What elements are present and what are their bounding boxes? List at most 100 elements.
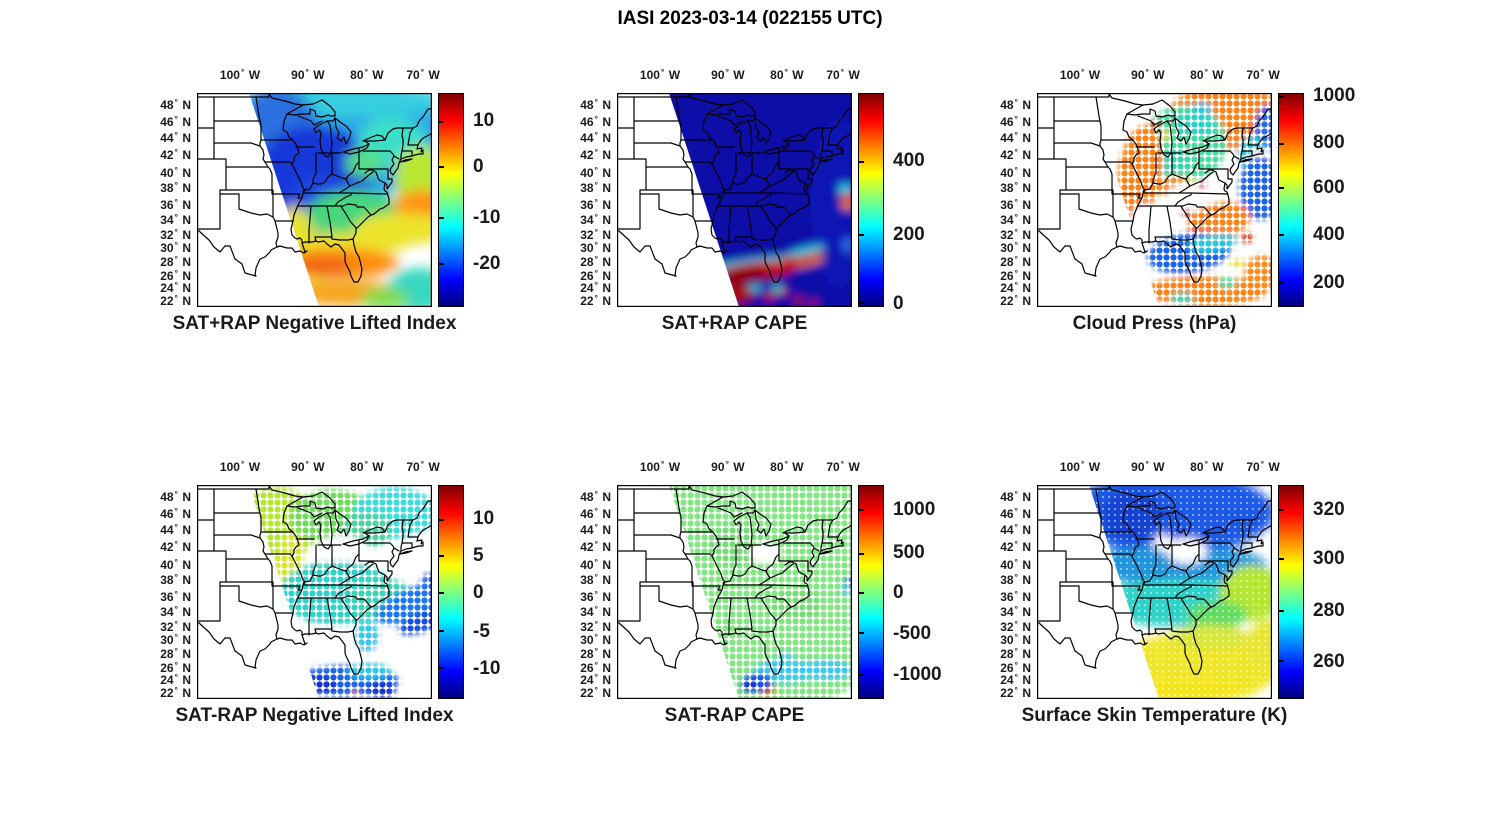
lat-tick-label: 22° N xyxy=(580,685,611,700)
colorbar-tick-label: 320 xyxy=(1313,498,1345,520)
lat-tick-label: 42° N xyxy=(1000,538,1031,554)
panel-title-surface-skin-temperature: Surface Skin Temperature (K) xyxy=(1021,705,1288,726)
lat-tick-label: 28° N xyxy=(160,253,191,269)
lat-tick-label: 44° N xyxy=(580,130,611,146)
colorbar-tick-label: 0 xyxy=(893,582,904,604)
lat-tick-label: 46° N xyxy=(1000,114,1031,130)
data-blob xyxy=(1187,202,1251,240)
data-blob xyxy=(368,682,396,698)
lon-tick-label: 90° W xyxy=(711,459,745,474)
colorbar-tick-mark xyxy=(859,233,864,236)
colorbar-tick-label: 10 xyxy=(473,508,495,530)
lon-tick-label: 70° W xyxy=(826,459,860,474)
colorbar-tick-label: 0 xyxy=(473,582,484,604)
colorbar-tick-mark xyxy=(859,509,864,512)
lat-tick-label: 30° N xyxy=(160,240,191,256)
lat-tick-label: 28° N xyxy=(160,645,191,661)
colorbar-sat-plus-rap-cape xyxy=(858,93,884,307)
lat-tick-label: 40° N xyxy=(160,164,191,180)
lat-tick-label: 38° N xyxy=(580,571,611,587)
lat-tick-label: 30° N xyxy=(160,632,191,648)
lat-tick-label: 40° N xyxy=(580,556,611,572)
colorbar-tick-label: 0 xyxy=(893,292,904,314)
axes-border xyxy=(617,93,852,307)
panel-title-sat-plus-rap-cape: SAT+RAP CAPE xyxy=(661,313,808,334)
lat-tick-label: 32° N xyxy=(1000,227,1031,243)
data-blob xyxy=(1247,620,1272,670)
lat-tick-label: 46° N xyxy=(1000,506,1031,522)
lon-tick-label: 100° W xyxy=(219,67,261,82)
data-blob xyxy=(1159,130,1171,140)
colorbar-tick-mark xyxy=(439,667,444,670)
colorbar-tick-mark xyxy=(1279,509,1284,512)
colorbar-tick-label: 800 xyxy=(1313,132,1345,154)
data-blob xyxy=(786,244,826,258)
lat-tick-label: 26° N xyxy=(580,659,611,675)
colorbar-cloud-press xyxy=(1278,93,1304,307)
colorbar-tick-mark xyxy=(1279,187,1284,190)
lat-tick-label: 26° N xyxy=(1000,659,1031,675)
lat-tick-label: 32° N xyxy=(580,619,611,635)
lon-tick-label: 70° W xyxy=(1246,459,1280,474)
colorbar-tick-mark xyxy=(1279,610,1284,613)
data-blob xyxy=(1217,277,1237,289)
data-blob xyxy=(347,663,391,679)
map-plot-sat-plus-rap-cape xyxy=(617,93,852,307)
colorbar-tick-mark xyxy=(439,166,444,169)
lat-tick-label: 22° N xyxy=(580,293,611,308)
lat-tick-label: 48° N xyxy=(580,489,611,505)
lat-tick-label: 38° N xyxy=(1000,179,1031,195)
lat-tick-label: 42° N xyxy=(1000,146,1031,162)
colorbar-tick-mark xyxy=(439,592,444,595)
lat-tick-label: 22° N xyxy=(160,685,191,700)
colorbar-tick-mark xyxy=(859,673,864,676)
lat-tick-label: 22° N xyxy=(1000,293,1031,308)
lon-tick-label: 90° W xyxy=(711,67,745,82)
lon-tick-label: 100° W xyxy=(219,459,261,474)
colorbar-tick-label: 1000 xyxy=(893,498,936,520)
lat-tick-label: 40° N xyxy=(1000,556,1031,572)
colorbar-tick-mark xyxy=(1279,233,1284,236)
data-blob xyxy=(287,638,407,658)
data-blob xyxy=(361,288,409,307)
colorbar-tick-mark xyxy=(859,632,864,635)
colorbar-tick-label: 0 xyxy=(473,155,484,177)
data-blob xyxy=(1239,156,1272,220)
lat-tick-label: 32° N xyxy=(160,227,191,243)
data-blob xyxy=(777,651,793,663)
colorbar-tick-label: 300 xyxy=(1313,547,1345,569)
lon-tick-label: 80° W xyxy=(770,67,804,82)
data-blob xyxy=(723,267,767,283)
lon-tick-label: 100° W xyxy=(1059,67,1101,82)
data-blob xyxy=(355,621,379,653)
data-blob xyxy=(1177,111,1217,135)
colorbar-tick-label: 1000 xyxy=(1313,85,1356,107)
colorbar-tick-label: 10 xyxy=(473,109,495,131)
colorbar-sat-plus-rap-negative-lifted-index xyxy=(438,93,464,307)
lat-tick-label: 28° N xyxy=(580,645,611,661)
lat-tick-label: 38° N xyxy=(160,179,191,195)
lon-tick-label: 70° W xyxy=(826,67,860,82)
lat-tick-label: 44° N xyxy=(580,522,611,538)
data-blob xyxy=(1229,259,1245,267)
lat-tick-label: 42° N xyxy=(160,538,191,554)
colorbar-tick-mark xyxy=(439,262,444,265)
lat-tick-label: 48° N xyxy=(160,97,191,113)
map-plot-sat-minus-rap-cape xyxy=(617,485,852,699)
data-blob xyxy=(1198,181,1206,189)
data-blob xyxy=(1188,233,1238,253)
lat-tick-label: 44° N xyxy=(160,522,191,538)
axes-border xyxy=(617,485,852,699)
colorbar-tick-label: 400 xyxy=(893,150,925,172)
lon-tick-label: 70° W xyxy=(406,67,440,82)
colorbar-tick-mark xyxy=(439,518,444,521)
data-blob xyxy=(841,200,852,210)
lat-tick-label: 30° N xyxy=(580,240,611,256)
lon-tick-label: 80° W xyxy=(770,459,804,474)
lat-tick-label: 22° N xyxy=(160,293,191,308)
lat-tick-label: 24° N xyxy=(160,280,191,295)
lat-tick-label: 22° N xyxy=(1000,685,1031,700)
data-blob xyxy=(741,681,757,693)
lat-tick-label: 24° N xyxy=(1000,280,1031,295)
data-blob xyxy=(1167,538,1207,564)
